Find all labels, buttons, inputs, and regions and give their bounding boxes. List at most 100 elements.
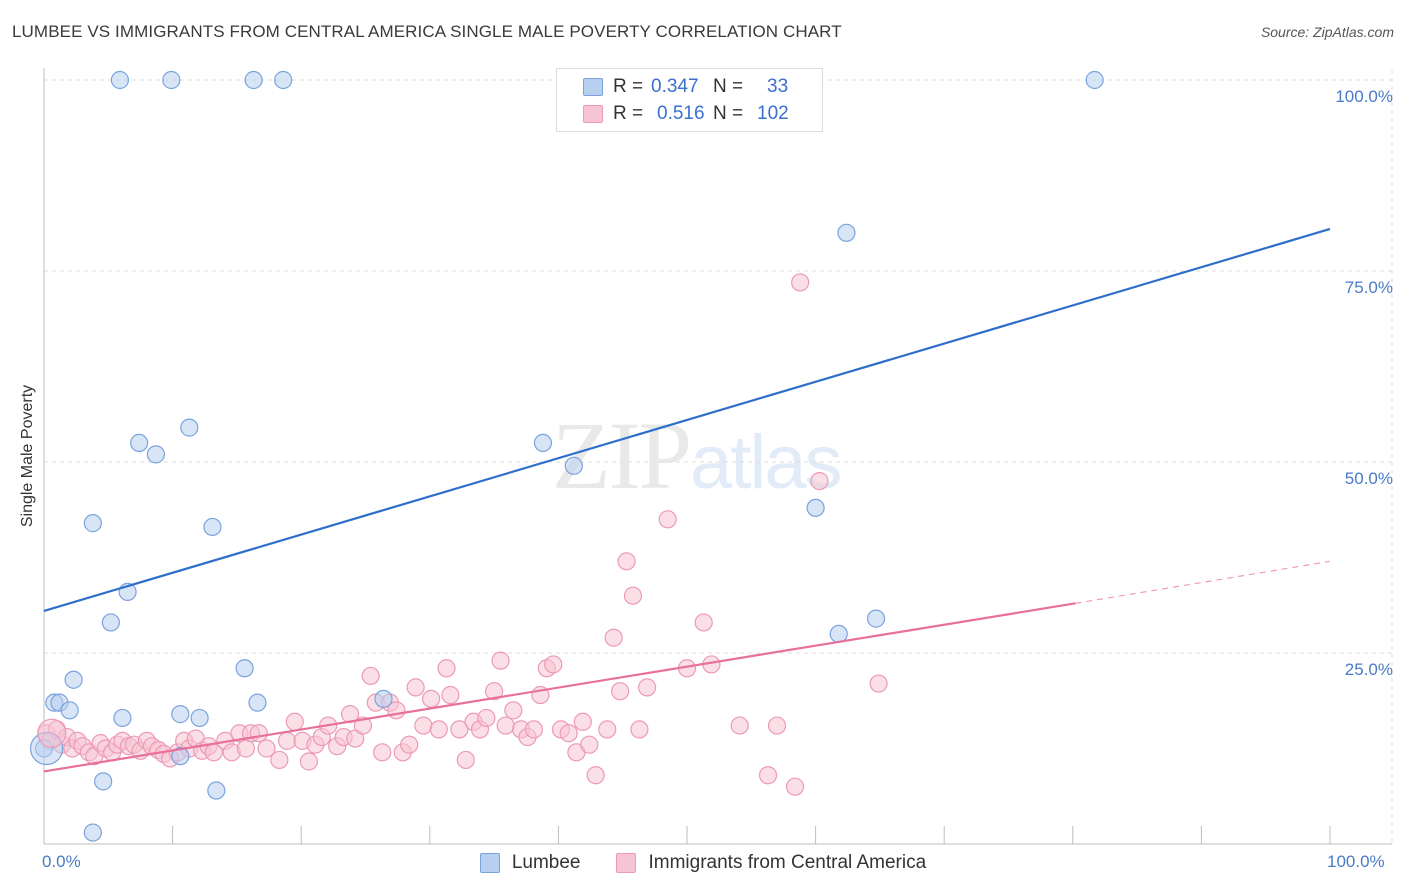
point-lumbee-25 <box>374 689 393 708</box>
point-lumbee-7 <box>94 772 113 791</box>
legend-n-label: N = <box>713 76 744 97</box>
point-lumbee-4 <box>64 670 83 689</box>
point-immigrants-68 <box>485 682 504 701</box>
point-lumbee-13 <box>146 445 165 464</box>
point-lumbee-20 <box>207 781 226 800</box>
point-lumbee-9 <box>110 70 129 90</box>
point-lumbee-18 <box>190 708 209 728</box>
y-tick-label-3: 100.0% <box>1335 87 1393 106</box>
point-lumbee-15 <box>171 747 190 766</box>
point-immigrants-57 <box>406 678 425 697</box>
point-immigrants-36 <box>257 739 276 758</box>
watermark: ZIPatlas <box>552 400 843 511</box>
point-immigrants-74 <box>524 720 544 739</box>
point-immigrants-70 <box>496 716 515 735</box>
point-lumbee-21 <box>235 659 254 678</box>
point-immigrants-61 <box>437 659 456 678</box>
point-lumbee-16 <box>171 705 190 724</box>
point-immigrants-60 <box>429 720 448 739</box>
point-immigrants-63 <box>450 720 469 739</box>
legend-n-label: N = <box>713 103 744 124</box>
legend-swatch-immigrants <box>583 105 603 123</box>
legend-swatch-lumbee <box>583 78 603 96</box>
watermark-zip: ZIP <box>552 402 692 509</box>
point-lumbee-24 <box>274 70 293 90</box>
point-lumbee-27 <box>564 456 583 475</box>
series-name-lumbee: Lumbee <box>511 852 581 873</box>
point-immigrants-67 <box>477 708 496 728</box>
series-legend: Lumbee Immigrants from Central America <box>0 852 1406 874</box>
chart-title: LUMBEE VS IMMIGRANTS FROM CENTRAL AMERIC… <box>12 22 842 41</box>
y-tick-label-0: 25.0% <box>1344 660 1393 679</box>
point-lumbee-28 <box>806 498 825 517</box>
point-lumbee-32 <box>1085 70 1104 90</box>
legend-n-value-immigrants: 102 <box>757 103 789 124</box>
point-lumbee-6 <box>83 514 102 533</box>
point-immigrants-58 <box>414 716 433 735</box>
point-immigrants-39 <box>285 712 304 731</box>
point-immigrants-97 <box>791 273 810 292</box>
point-immigrants-89 <box>630 720 649 739</box>
legend-row-lumbee: R = 0.347 N = 33 <box>583 75 788 99</box>
legend-r-label: R = <box>613 103 644 124</box>
point-lumbee-5 <box>83 823 102 842</box>
point-lumbee-8 <box>101 613 120 632</box>
point-immigrants-52 <box>373 743 392 762</box>
point-immigrants-99 <box>810 472 829 491</box>
y-tick-label-1: 50.0% <box>1344 469 1393 488</box>
point-immigrants-100 <box>869 674 888 693</box>
legend-n-value-lumbee: 33 <box>767 76 789 97</box>
point-immigrants-82 <box>580 735 599 754</box>
point-immigrants-71 <box>504 701 523 720</box>
point-immigrants-88 <box>623 586 643 605</box>
point-lumbee-10 <box>113 708 132 728</box>
point-immigrants-41 <box>299 752 319 771</box>
point-immigrants-49 <box>353 716 373 735</box>
point-immigrants-56 <box>400 735 419 754</box>
point-immigrants-62 <box>441 685 460 705</box>
point-immigrants-cluster <box>37 718 67 748</box>
point-immigrants-33 <box>236 739 256 758</box>
trendline-immigrants <box>43 602 1076 773</box>
x-tick-label-max: 100.0% <box>1327 852 1385 871</box>
point-immigrants-101 <box>767 716 787 735</box>
x-tick-label-min: 0.0% <box>42 852 81 871</box>
y-tick-label-2: 75.0% <box>1344 278 1393 297</box>
point-immigrants-37 <box>270 750 289 770</box>
point-immigrants-85 <box>604 628 623 647</box>
point-lumbee-17 <box>180 418 199 437</box>
point-immigrants-38 <box>277 731 297 750</box>
point-immigrants-98 <box>785 777 805 796</box>
point-immigrants-50 <box>361 666 380 686</box>
point-lumbee-26 <box>533 433 553 452</box>
legend-r-value-immigrants: 0.516 <box>657 103 705 124</box>
point-immigrants-91 <box>658 510 677 529</box>
series-legend-immigrants: Immigrants from Central America <box>616 852 926 874</box>
trendline-extension-immigrants <box>1075 560 1331 604</box>
legend-r-label: R = <box>613 76 644 97</box>
point-lumbee-12 <box>130 433 149 452</box>
point-immigrants-84 <box>598 720 617 739</box>
point-lumbee-19 <box>203 517 222 537</box>
series-legend-lumbee: Lumbee <box>479 852 581 874</box>
point-lumbee-30 <box>837 223 856 242</box>
legend-row-immigrants: R = 0.516 N = 102 <box>583 102 789 126</box>
legend-r-value-lumbee: 0.347 <box>651 76 699 97</box>
point-immigrants-96 <box>758 766 778 785</box>
point-lumbee-14 <box>162 70 181 90</box>
point-immigrants-81 <box>573 712 592 731</box>
correlation-legend: R = 0.347 N = 33 R = 0.516 N = 102 <box>556 68 823 132</box>
point-lumbee-3 <box>60 701 79 720</box>
source-credit: Source: ZipAtlas.com <box>1260 24 1394 40</box>
point-immigrants-64 <box>456 750 475 770</box>
point-immigrants-87 <box>617 552 636 571</box>
point-immigrants-59 <box>421 689 441 708</box>
point-lumbee-22 <box>244 70 263 90</box>
trendline-lumbee <box>43 227 1331 613</box>
series-swatch-immigrants <box>616 853 637 873</box>
point-immigrants-86 <box>611 682 630 701</box>
series-swatch-lumbee <box>479 853 500 873</box>
point-lumbee-23 <box>248 693 267 712</box>
point-immigrants-35 <box>249 724 268 743</box>
